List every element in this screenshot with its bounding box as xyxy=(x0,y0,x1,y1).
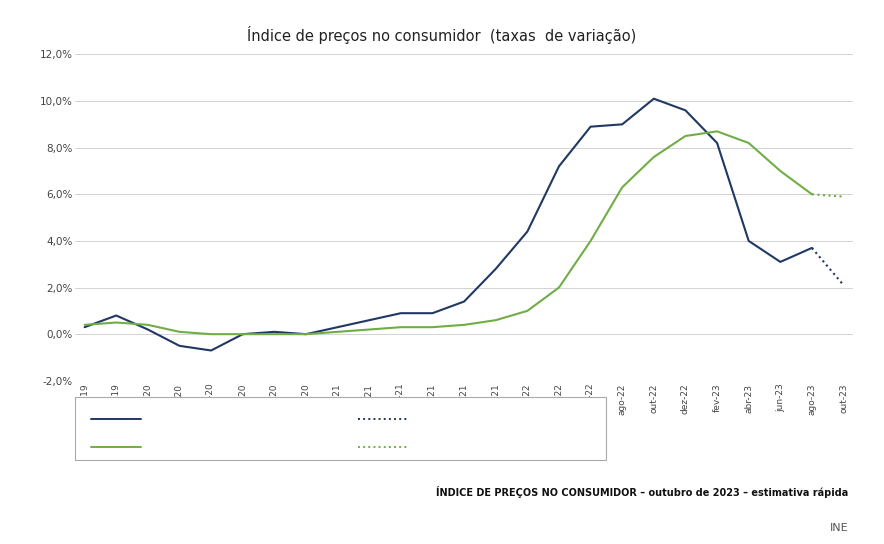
Text: Tx. variação média: Tx. variação média xyxy=(148,442,248,453)
Text: INE: INE xyxy=(830,523,849,533)
Text: Tx. variação homóloga estimada: Tx. variação homóloga estimada xyxy=(415,414,585,424)
Text: Tx. variação homóloga: Tx. variação homóloga xyxy=(148,414,266,424)
Text: ÍNDICE DE PREÇOS NO CONSUMIDOR – outubro de 2023 – estimativa rápida: ÍNDICE DE PREÇOS NO CONSUMIDOR – outubro… xyxy=(437,486,849,498)
Text: Tx. variação média  estimada: Tx. variação média estimada xyxy=(415,442,569,453)
Text: Índice de preços no consumidor  (taxas  de variação): Índice de preços no consumidor (taxas de… xyxy=(248,26,636,45)
